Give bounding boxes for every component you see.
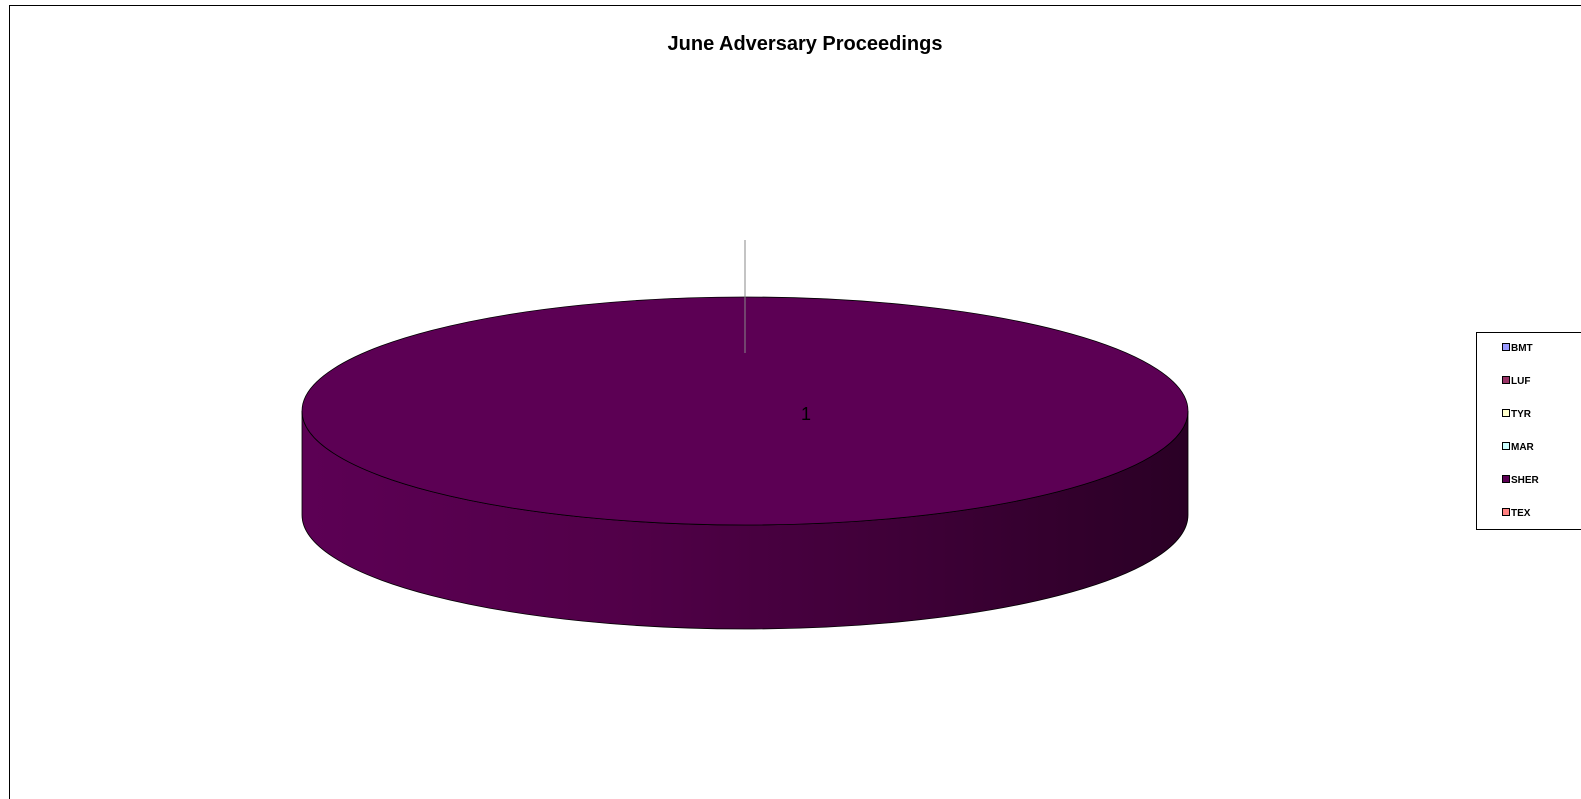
- data-label: 1: [801, 404, 811, 424]
- chart-legend: BMT LUF TYR MAR SHER TEX: [1476, 332, 1581, 530]
- legend-swatch: [1502, 508, 1510, 516]
- legend-item-bmt: BMT: [1502, 343, 1533, 355]
- chart-area: [9, 5, 1581, 799]
- legend-label: BMT: [1511, 343, 1533, 354]
- legend-label: TYR: [1511, 409, 1531, 420]
- legend-swatch: [1502, 409, 1510, 417]
- chart-title: June Adversary Proceedings: [667, 33, 943, 55]
- legend-item-tex: TEX: [1502, 508, 1530, 520]
- legend-label: MAR: [1511, 442, 1534, 453]
- legend-swatch: [1502, 343, 1510, 351]
- legend-label: SHER: [1511, 475, 1539, 486]
- legend-item-sher: SHER: [1502, 475, 1539, 487]
- legend-item-luf: LUF: [1502, 376, 1530, 388]
- legend-item-mar: MAR: [1502, 442, 1534, 454]
- legend-label: TEX: [1511, 508, 1531, 519]
- legend-swatch: [1502, 376, 1510, 384]
- legend-swatch: [1502, 442, 1510, 450]
- legend-item-tyr: TYR: [1502, 409, 1531, 421]
- legend-swatch: [1502, 475, 1510, 483]
- legend-label: LUF: [1511, 376, 1531, 387]
